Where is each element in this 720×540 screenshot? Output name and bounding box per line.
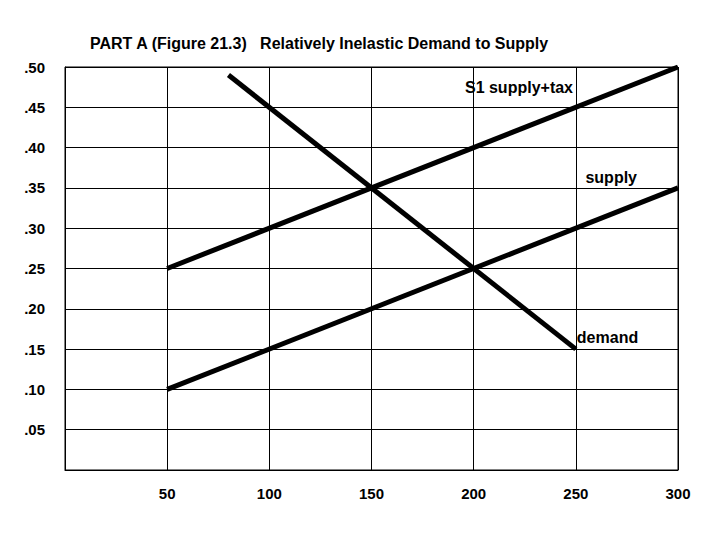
svg-text:.10: .10 [24, 381, 45, 398]
svg-text:.20: .20 [24, 300, 45, 317]
svg-text:S1 supply+tax: S1 supply+tax [465, 79, 573, 96]
svg-text:supply: supply [585, 169, 637, 186]
svg-text:.05: .05 [24, 421, 45, 438]
svg-text:.45: .45 [24, 99, 45, 116]
svg-text:150: 150 [359, 485, 384, 502]
svg-text:.25: .25 [24, 260, 45, 277]
svg-text:.15: .15 [24, 341, 45, 358]
svg-text:.50: .50 [24, 59, 45, 76]
svg-text:250: 250 [563, 485, 588, 502]
svg-text:PART A (Figure 21.3) Relativ: PART A (Figure 21.3) Relatively Inelasti… [90, 35, 548, 52]
svg-text:.40: .40 [24, 139, 45, 156]
svg-text:100: 100 [257, 485, 282, 502]
svg-text:.35: .35 [24, 179, 45, 196]
svg-text:50: 50 [159, 485, 176, 502]
svg-text:.30: .30 [24, 220, 45, 237]
svg-text:200: 200 [461, 485, 486, 502]
svg-text:demand: demand [577, 329, 638, 346]
svg-text:300: 300 [665, 485, 690, 502]
